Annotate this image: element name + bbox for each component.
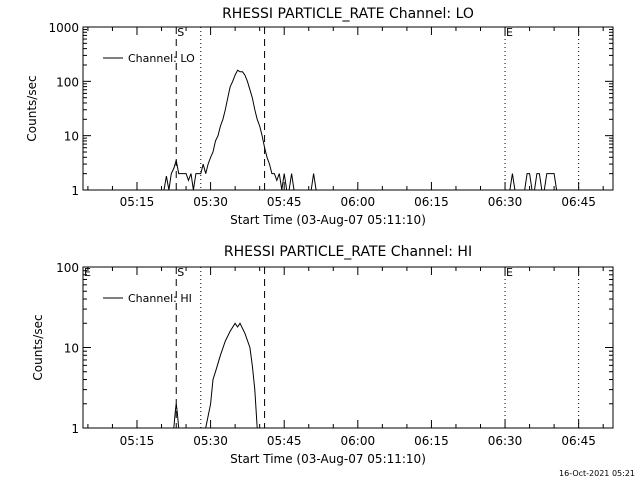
x-tick-label: 06:30: [488, 434, 523, 448]
x-tick-label: 05:15: [120, 434, 155, 448]
series-line: [163, 69, 299, 191]
y-tick-label: 1: [71, 422, 79, 436]
y-tick-label: 1000: [48, 21, 79, 35]
series-line: [509, 173, 516, 191]
x-tick-label: 06:15: [414, 434, 449, 448]
x-tick-label: 06:45: [561, 434, 596, 448]
x-tick-label: 06:45: [561, 195, 596, 209]
marker-label: E: [506, 26, 513, 39]
chart-panel-2: RHESSI PARTICLE_RATE Channel: HI 05:15 05:…: [31, 244, 614, 466]
marker-label: S: [177, 266, 184, 279]
y-axis-label: Counts/sec: [31, 314, 45, 380]
series-line: [524, 173, 558, 191]
legend-label: Channel: LO: [128, 52, 195, 65]
y-tick-label: 100: [56, 261, 79, 275]
x-tick-label: 05:30: [193, 195, 228, 209]
series-line: [173, 403, 180, 429]
x-tick-label: 05:45: [267, 434, 302, 448]
chart-panel-1: RHESSI PARTICLE_RATE Channel: LO 05:15 05:…: [25, 6, 614, 227]
x-tick-label: 06:15: [414, 195, 449, 209]
series-line: [205, 322, 258, 429]
y-axis-label: Counts/sec: [25, 75, 39, 141]
series-line: [310, 173, 317, 191]
marker-label: E: [506, 266, 513, 279]
generation-timestamp: 16-Oct-2021 05:21: [559, 469, 635, 478]
chart-title: RHESSI PARTICLE_RATE Channel: LO: [222, 6, 474, 22]
x-tick-label: 06:30: [488, 195, 523, 209]
y-tick-label: 10: [64, 130, 79, 144]
x-tick-label: 05:15: [120, 195, 155, 209]
y-tick-label: 1: [71, 184, 79, 198]
legend-label: Channel: HI: [128, 292, 192, 305]
marker-label: S: [177, 26, 184, 39]
x-axis-label: Start Time (03-Aug-07 05:11:10): [230, 452, 426, 466]
x-axis-label: Start Time (03-Aug-07 05:11:10): [230, 213, 426, 227]
x-tick-label: 05:30: [193, 434, 228, 448]
y-tick-label: 10: [64, 342, 79, 356]
chart-title: RHESSI PARTICLE_RATE Channel: HI: [224, 244, 472, 260]
x-tick-label: 06:00: [341, 434, 376, 448]
edge-label: E: [84, 266, 91, 279]
y-tick-label: 100: [56, 75, 79, 89]
x-tick-label: 06:00: [341, 195, 376, 209]
x-tick-label: 05:45: [267, 195, 302, 209]
plot-frame: [82, 26, 614, 191]
